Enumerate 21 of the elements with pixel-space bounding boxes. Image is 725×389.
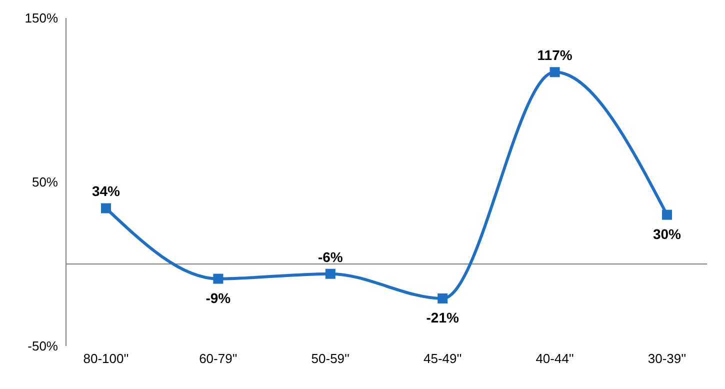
x-tick-label: 80-100'' bbox=[83, 351, 129, 366]
point bbox=[213, 274, 224, 284]
data-label: 30% bbox=[652, 226, 682, 242]
x-tick-label: 50-59'' bbox=[311, 351, 350, 366]
data-label: -21% bbox=[426, 309, 460, 326]
x-tick-label: 30-39'' bbox=[648, 351, 686, 366]
data-label: 117% bbox=[537, 47, 573, 64]
data-label: 34% bbox=[92, 183, 121, 200]
x-tick-label: 40-44'' bbox=[536, 351, 574, 366]
data-label: -6% bbox=[318, 248, 344, 265]
y-tick-label: 50% bbox=[32, 174, 58, 190]
point bbox=[662, 210, 672, 220]
x-tick-label: 60-79'' bbox=[199, 351, 238, 366]
point bbox=[325, 268, 336, 279]
point bbox=[550, 67, 560, 78]
point bbox=[101, 203, 111, 214]
point bbox=[438, 293, 448, 304]
x-tick-label: 45-49'' bbox=[423, 351, 462, 366]
y-tick-label: -50% bbox=[28, 338, 58, 354]
y-tick-label: 150% bbox=[24, 10, 58, 26]
data-label: -9% bbox=[206, 290, 232, 306]
